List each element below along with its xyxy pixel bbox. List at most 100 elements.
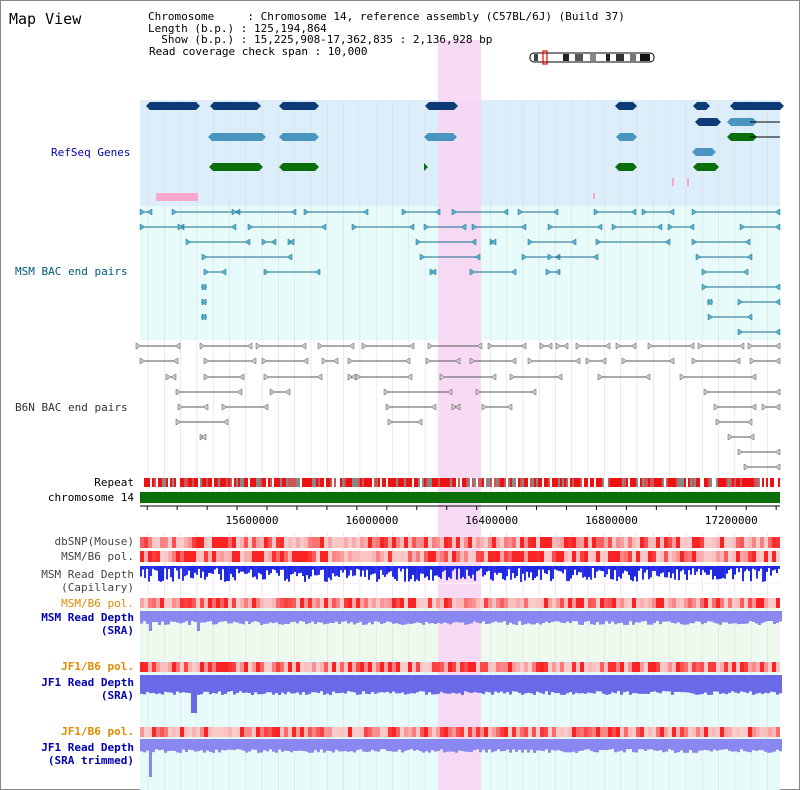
read-depth-bar bbox=[284, 739, 287, 751]
read-depth-bar bbox=[144, 566, 146, 579]
polymorphism-heat-cell bbox=[308, 551, 312, 562]
polymorphism-heat-cell bbox=[156, 537, 160, 548]
polymorphism-heat-cell bbox=[756, 662, 760, 672]
polymorphism-heat-cell bbox=[684, 537, 688, 548]
read-depth-bar bbox=[284, 611, 287, 624]
polymorphism-heat-cell bbox=[664, 537, 668, 548]
repeat-segment bbox=[728, 478, 730, 487]
read-depth-bar bbox=[592, 566, 594, 569]
read-depth-bar bbox=[611, 611, 614, 622]
read-depth-bar bbox=[524, 675, 527, 694]
bac-end-marker bbox=[734, 357, 741, 365]
repeat-segment bbox=[660, 478, 662, 487]
read-depth-bar bbox=[230, 611, 233, 624]
polymorphism-heat-cell bbox=[600, 727, 604, 737]
read-depth-bar bbox=[324, 566, 326, 582]
polymorphism-heat-cell bbox=[328, 537, 332, 548]
bac-end-marker bbox=[302, 357, 309, 365]
polymorphism-heat-cell bbox=[632, 551, 636, 562]
polymorphism-heat-cell bbox=[308, 727, 312, 737]
repeat-segment bbox=[174, 478, 176, 487]
polymorphism-heat-cell bbox=[392, 662, 396, 672]
repeat-segment bbox=[540, 478, 542, 487]
repeat-segment bbox=[508, 478, 510, 487]
read-depth-bar bbox=[263, 675, 266, 694]
polymorphism-heat-cell bbox=[760, 598, 764, 608]
polymorphism-heat-cell bbox=[740, 662, 744, 672]
polymorphism-heat-cell bbox=[644, 727, 648, 737]
polymorphism-heat-cell bbox=[508, 598, 512, 608]
polymorphism-heat-cell bbox=[488, 551, 492, 562]
repeat-segment bbox=[384, 478, 386, 487]
track-label-msm-bac[interactable]: MSM BAC end pairs bbox=[15, 265, 128, 278]
polymorphism-heat-cell bbox=[472, 551, 476, 562]
polymorphism-heat-cell bbox=[724, 662, 728, 672]
read-depth-bar bbox=[533, 739, 536, 753]
ideogram-band bbox=[616, 54, 624, 61]
bac-end-marker bbox=[570, 238, 577, 246]
read-depth-bar bbox=[563, 739, 566, 753]
repeat-segment bbox=[240, 478, 242, 487]
polymorphism-heat-cell bbox=[468, 598, 472, 608]
polymorphism-heat-cell bbox=[516, 537, 520, 548]
gene-arrow bbox=[717, 118, 721, 126]
polymorphism-heat-cell bbox=[732, 537, 736, 548]
read-depth-bar bbox=[320, 675, 323, 692]
ideogram-band bbox=[590, 54, 596, 61]
polymorphism-heat-cell bbox=[288, 537, 292, 548]
bac-end-marker bbox=[774, 283, 781, 291]
read-depth-bar bbox=[689, 675, 692, 693]
polymorphism-heat-cell bbox=[192, 598, 196, 608]
repeat-segment bbox=[180, 478, 182, 487]
polymorphism-heat-cell bbox=[760, 727, 764, 737]
read-depth-bar bbox=[221, 739, 224, 751]
polymorphism-heat-cell bbox=[168, 727, 172, 737]
repeat-segment bbox=[296, 478, 298, 487]
polymorphism-heat-cell bbox=[392, 537, 396, 548]
repeat-segment bbox=[186, 478, 188, 487]
repeat-segment bbox=[762, 478, 764, 487]
repeat-segment bbox=[530, 478, 532, 487]
repeat-segment bbox=[768, 478, 770, 487]
bac-end-marker bbox=[203, 373, 210, 381]
read-depth-bar bbox=[494, 739, 497, 752]
polymorphism-heat-cell bbox=[576, 551, 580, 562]
polymorphism-heat-cell bbox=[680, 551, 684, 562]
read-depth-bar bbox=[305, 675, 308, 695]
read-depth-bar bbox=[587, 675, 590, 693]
polymorphism-heat-cell bbox=[268, 662, 272, 672]
polymorphism-heat-cell bbox=[432, 551, 436, 562]
polymorphism-heat-cell bbox=[564, 598, 568, 608]
bac-end-marker bbox=[451, 208, 458, 216]
polymorphism-heat-cell bbox=[536, 551, 540, 562]
read-depth-bar bbox=[329, 611, 332, 623]
polymorphism-heat-cell bbox=[548, 551, 552, 562]
polymorphism-heat-cell bbox=[700, 727, 704, 737]
bac-end-marker bbox=[774, 298, 781, 306]
polymorphism-heat-cell bbox=[560, 537, 564, 548]
read-depth-bar bbox=[452, 675, 455, 693]
read-depth-bar bbox=[170, 675, 173, 693]
polymorphism-heat-cell bbox=[404, 598, 408, 608]
track-label-refseq[interactable]: RefSeq Genes bbox=[51, 146, 131, 159]
gene-arrow bbox=[633, 163, 637, 171]
read-depth-bar bbox=[476, 739, 479, 750]
read-depth-bar bbox=[431, 611, 434, 624]
read-depth-bar bbox=[192, 566, 194, 579]
track-label-b6n-bac[interactable]: B6N BAC end pairs bbox=[15, 401, 128, 414]
read-depth-bar bbox=[164, 566, 166, 569]
polymorphism-heat-cell bbox=[584, 598, 588, 608]
read-depth-bar bbox=[566, 611, 569, 622]
bac-end-marker bbox=[747, 342, 754, 350]
bac-end-marker bbox=[425, 357, 432, 365]
read-depth-bar bbox=[446, 566, 448, 581]
read-depth-bar bbox=[776, 739, 779, 750]
repeat-segment bbox=[684, 478, 686, 487]
read-depth-bar bbox=[436, 566, 438, 576]
polymorphism-heat-cell bbox=[208, 727, 212, 737]
read-depth-bar bbox=[539, 675, 542, 693]
polymorphism-heat-cell bbox=[248, 662, 252, 672]
read-depth-bar bbox=[668, 566, 670, 573]
polymorphism-heat-cell bbox=[656, 598, 660, 608]
